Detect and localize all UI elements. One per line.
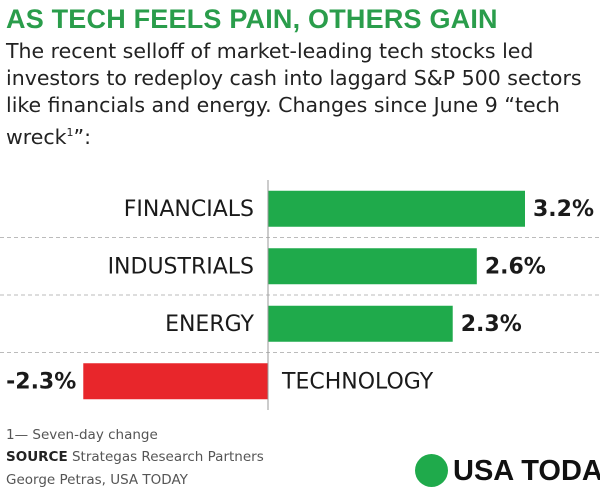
category-label: TECHNOLOGY xyxy=(281,369,434,394)
logo: USA TODAY xyxy=(453,455,600,487)
footnote: 1— Seven-day change xyxy=(6,427,158,443)
value-label: 3.2% xyxy=(533,197,594,222)
source-label: SOURCE xyxy=(6,449,68,465)
source-line: SOURCE Strategas Research Partners xyxy=(6,449,264,465)
category-label: INDUSTRIALS xyxy=(108,254,254,279)
value-label: -2.3% xyxy=(6,369,76,394)
source: Strategas Research Partners xyxy=(71,449,264,465)
chart-subtitle: The recent selloff of market-leading tec… xyxy=(6,38,596,151)
category-label: FINANCIALS xyxy=(124,197,254,222)
value-label: 2.6% xyxy=(485,254,546,279)
logo-dot xyxy=(415,454,448,487)
subtitle-text: The recent selloff of market-leading tec… xyxy=(6,39,582,149)
bar xyxy=(268,190,525,227)
bar xyxy=(83,363,268,400)
category-label: ENERGY xyxy=(165,312,254,337)
footnote-mark: 1 xyxy=(66,126,74,139)
subtitle-end: ”: xyxy=(73,124,92,149)
chart-title: AS TECH FEELS PAIN, OTHERS GAIN xyxy=(6,4,498,34)
credit: George Petras, USA TODAY xyxy=(6,472,188,488)
bar xyxy=(268,248,477,285)
bar xyxy=(268,305,453,342)
value-label: 2.3% xyxy=(461,312,522,337)
